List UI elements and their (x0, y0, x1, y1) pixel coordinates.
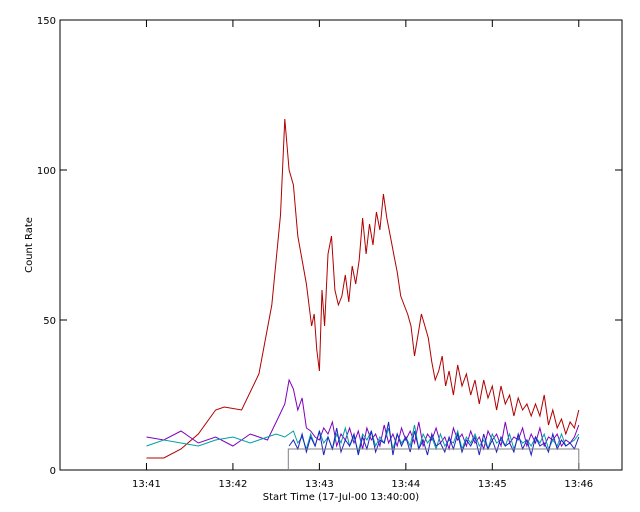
x-tick-label: 13:43 (305, 479, 334, 490)
y-tick-label: 50 (43, 316, 56, 327)
y-axis-label: Count Rate (24, 217, 35, 273)
series-lines (146, 118, 580, 470)
x-tick-label: 13:45 (478, 479, 507, 490)
y-tick-label: 100 (37, 166, 56, 177)
x-tick-label: 13:41 (132, 479, 161, 490)
y-tick-label: 150 (37, 16, 56, 27)
y-tick-label: 0 (50, 466, 56, 477)
x-tick-label: 13:42 (219, 479, 248, 490)
x-tick-label: 13:44 (391, 479, 420, 490)
plot-frame (59, 19, 623, 471)
x-axis-label: Start Time (17-Jul-00 13:40:00) (263, 492, 420, 503)
series-line-4 (288, 421, 580, 457)
y-axis-ticks: 0 50 100 150 (37, 16, 622, 477)
series-line-5 (287, 448, 580, 470)
x-axis-ticks: 13:41 13:42 13:43 13:44 13:45 13:46 (132, 20, 593, 490)
x-tick-label: 13:46 (564, 479, 593, 490)
series-line-1 (146, 118, 580, 459)
